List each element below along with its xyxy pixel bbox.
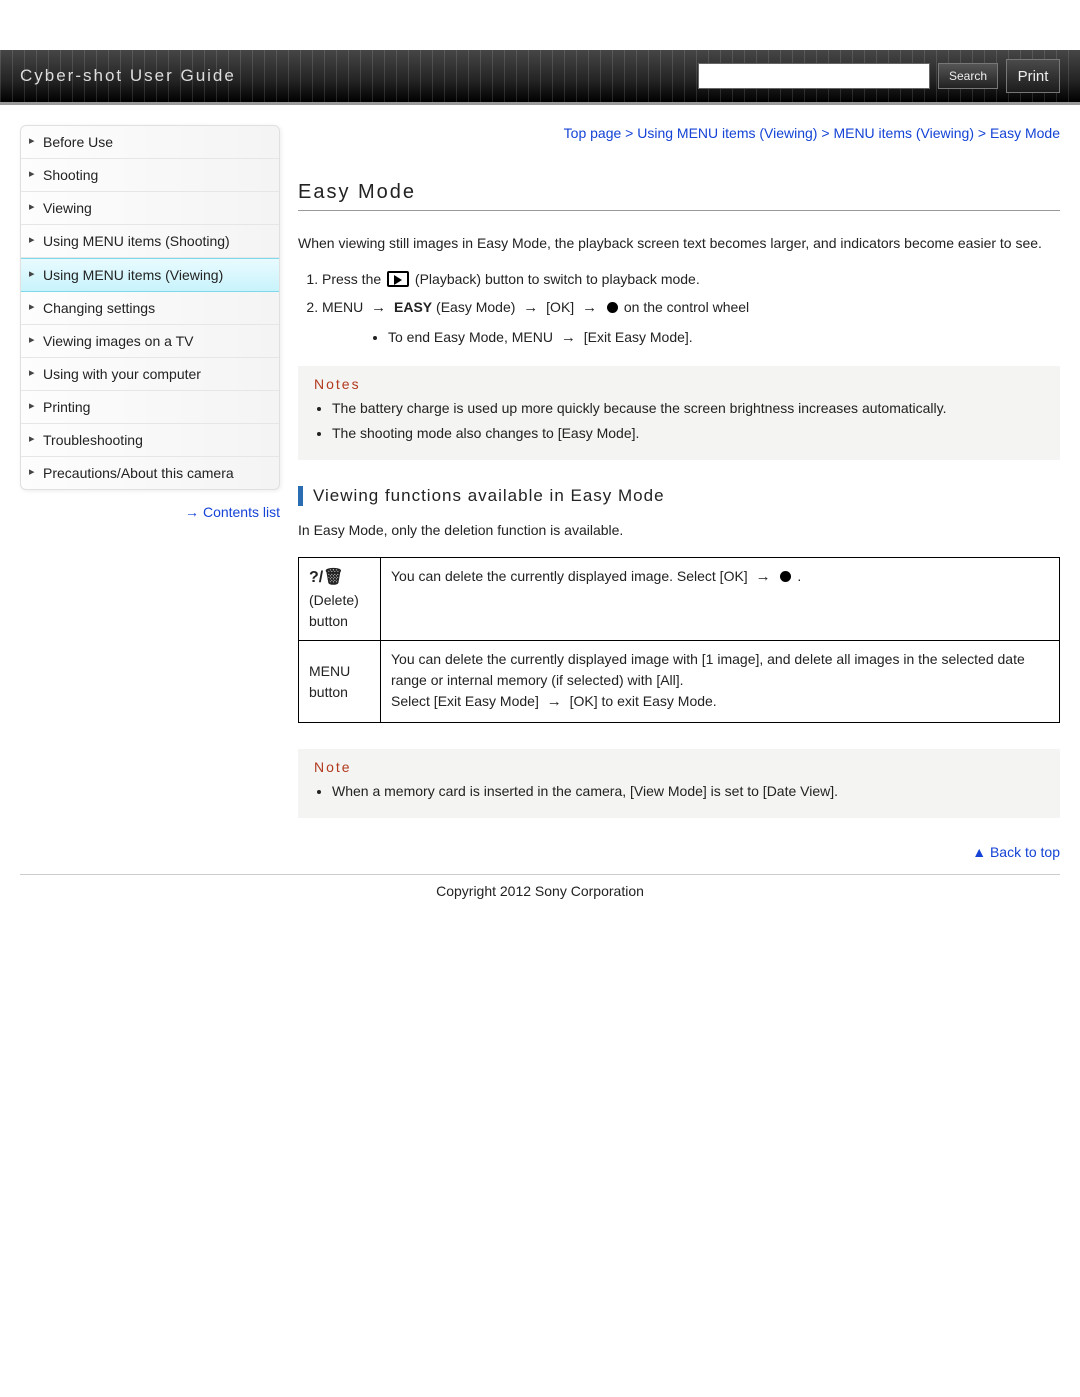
print-button[interactable]: Print (1006, 59, 1060, 93)
site-title: Cyber-shot User Guide (20, 66, 236, 86)
sidebar-item[interactable]: Using MENU items (Viewing) (21, 258, 279, 292)
breadcrumb-current: Easy Mode (990, 125, 1060, 141)
back-to-top-wrap: ▲ Back to top (298, 844, 1060, 860)
table-row: ?/🗑 (Delete) button You can delete the c… (299, 558, 1060, 641)
note-item: When a memory card is inserted in the ca… (332, 781, 1044, 802)
section-heading: Viewing functions available in Easy Mode (298, 486, 1060, 506)
notes-title: Notes (314, 376, 1044, 392)
breadcrumb-sep: > (621, 125, 637, 141)
functions-table: ?/🗑 (Delete) button You can delete the c… (298, 557, 1060, 723)
dot-icon (780, 571, 791, 582)
table-row: MENU button You can delete the currently… (299, 641, 1060, 723)
header-bar: Cyber-shot User Guide Search Print (0, 50, 1080, 105)
arrow-right-icon: → (371, 296, 386, 320)
contents-list-link-wrap: →Contents list (20, 504, 280, 520)
sidebar-item[interactable]: Precautions/About this camera (21, 457, 279, 489)
steps-list: Press the (Playback) button to switch to… (304, 268, 1060, 350)
section-intro: In Easy Mode, only the deletion function… (298, 520, 1060, 541)
sidebar-item[interactable]: Viewing (21, 192, 279, 225)
breadcrumb-link[interactable]: Using MENU items (Viewing) (637, 125, 817, 141)
sidebar-item[interactable]: Before Use (21, 126, 279, 159)
notes-title: Note (314, 759, 1044, 775)
menu-button-cell: MENU button (299, 641, 381, 723)
easy-label: EASY (394, 299, 432, 315)
arrow-right-icon: → (582, 296, 597, 320)
sidebar-item[interactable]: Using with your computer (21, 358, 279, 391)
notes-box-1: Notes The battery charge is used up more… (298, 366, 1060, 460)
arrow-right-icon: → (756, 566, 771, 589)
note-item: The battery charge is used up more quick… (332, 398, 1044, 419)
notes-list-1: The battery charge is used up more quick… (332, 398, 1044, 444)
delete-button-cell: ?/🗑 (Delete) button (299, 558, 381, 641)
page-title: Easy Mode (298, 181, 1060, 211)
breadcrumb-sep: > (974, 125, 990, 141)
sidebar: Before UseShootingViewingUsing MENU item… (20, 125, 280, 864)
step-1: Press the (Playback) button to switch to… (322, 268, 1060, 290)
arrow-right-icon: → (523, 296, 538, 320)
sidebar-item[interactable]: Printing (21, 391, 279, 424)
delete-desc-cell: You can delete the currently displayed i… (381, 558, 1060, 641)
arrow-right-icon: → (561, 326, 576, 350)
nav-list: Before UseShootingViewingUsing MENU item… (20, 125, 280, 490)
back-to-top-link[interactable]: ▲ Back to top (972, 844, 1060, 860)
menu-desc-cell: You can delete the currently displayed i… (381, 641, 1060, 723)
sidebar-item[interactable]: Shooting (21, 159, 279, 192)
contents-list-link[interactable]: Contents list (203, 504, 280, 520)
sidebar-item[interactable]: Troubleshooting (21, 424, 279, 457)
delete-icon: ?/🗑 (309, 569, 344, 586)
notes-list-2: When a memory card is inserted in the ca… (332, 781, 1044, 802)
sidebar-item[interactable]: Using MENU items (Shooting) (21, 225, 279, 258)
notes-box-2: Note When a memory card is inserted in t… (298, 749, 1060, 818)
step-2: MENU → EASY (Easy Mode) → [OK] → on the … (322, 296, 1060, 350)
sidebar-item[interactable]: Viewing images on a TV (21, 325, 279, 358)
breadcrumb-link[interactable]: Top page (564, 125, 622, 141)
breadcrumb-sep: > (817, 125, 833, 141)
copyright: Copyright 2012 Sony Corporation (20, 874, 1060, 929)
search-button[interactable]: Search (938, 63, 998, 89)
main-content: Top page > Using MENU items (Viewing) > … (298, 125, 1060, 864)
breadcrumb-link[interactable]: MENU items (Viewing) (833, 125, 974, 141)
arrow-right-icon: → (547, 691, 562, 714)
sidebar-item[interactable]: Changing settings (21, 292, 279, 325)
intro-paragraph: When viewing still images in Easy Mode, … (298, 233, 1060, 254)
breadcrumb: Top page > Using MENU items (Viewing) > … (298, 125, 1060, 141)
playback-icon (387, 271, 409, 287)
note-item: The shooting mode also changes to [Easy … (332, 423, 1044, 444)
search-input[interactable] (698, 63, 930, 89)
arrow-right-icon: → (185, 504, 199, 520)
dot-icon (607, 302, 618, 313)
header-actions: Search Print (698, 59, 1060, 93)
step-2-sub: To end Easy Mode, MENU → [Exit Easy Mode… (388, 326, 1060, 350)
step-2-sublist: To end Easy Mode, MENU → [Exit Easy Mode… (348, 326, 1060, 350)
